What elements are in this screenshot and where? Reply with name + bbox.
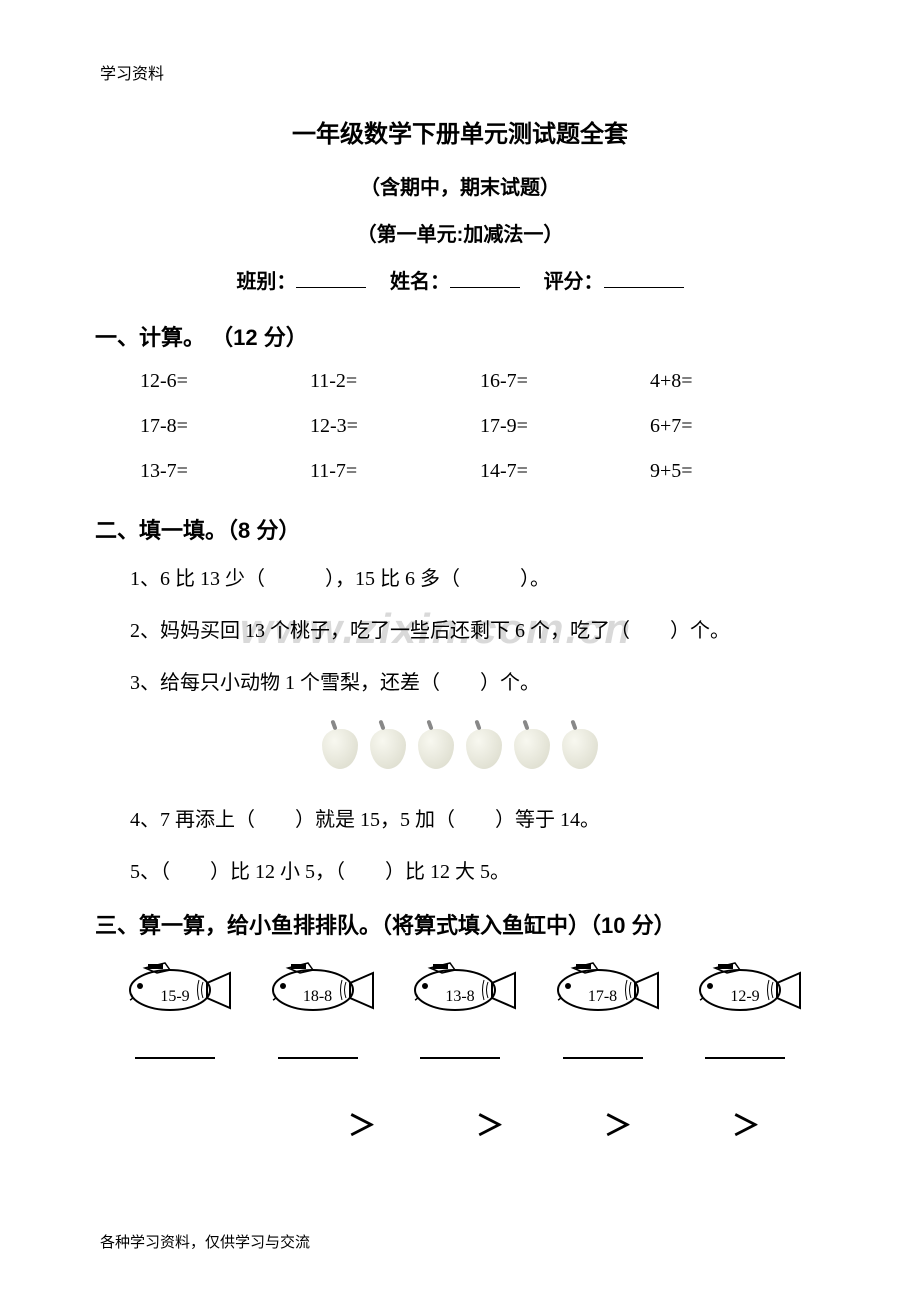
name-label: 姓名： xyxy=(390,271,450,293)
answer-blank xyxy=(135,1057,215,1059)
calc-cell: 11-7= xyxy=(310,460,480,483)
fill-q3: 3、给每只小动物 1 个雪梨，还差（ ）个。 xyxy=(100,667,820,699)
calc-cell: 17-8= xyxy=(140,415,310,438)
calc-cell: 16-7= xyxy=(480,370,650,393)
fish-label: 12-9 xyxy=(680,988,810,1006)
calc-cell: 12-3= xyxy=(310,415,480,438)
score-blank xyxy=(604,287,684,288)
subtitle-1: （含期中，期末试题） xyxy=(100,171,820,200)
section3-heading: 三、算一算，给小鱼排排队。（将算式填入鱼缸中）（10 分） xyxy=(95,908,820,940)
calc-grid: 12-6= 11-2= 16-7= 4+8= 17-8= 12-3= 17-9=… xyxy=(100,370,820,483)
fish-row: 15-9 18-8 xyxy=(100,958,820,1064)
pear-row xyxy=(100,724,820,774)
fill-q5: 5、（ ）比 12 小 5，（ ）比 12 大 5。 xyxy=(100,856,820,888)
gt-symbol: ＞ xyxy=(348,1104,376,1144)
fish-item: 13-8 xyxy=(395,958,525,1064)
class-label: 班别： xyxy=(236,271,296,293)
header-note: 学习资料 xyxy=(100,60,820,84)
pear-icon xyxy=(512,724,552,769)
footer-note: 各种学习资料，仅供学习与交流 xyxy=(100,1231,310,1252)
answer-blank xyxy=(705,1057,785,1059)
fish-item: 12-9 xyxy=(680,958,810,1064)
section1-heading: 一、计算。 （12 分） xyxy=(95,320,820,352)
gt-symbol: ＞ xyxy=(476,1104,504,1144)
calc-cell: 13-7= xyxy=(140,460,310,483)
fish-label: 18-8 xyxy=(253,988,383,1006)
fish-item: 18-8 xyxy=(253,958,383,1064)
calc-cell: 4+8= xyxy=(650,370,820,393)
fill-q4: 4、7 再添上（ ）就是 15，5 加（ ）等于 14。 xyxy=(100,804,820,836)
calc-cell: 17-9= xyxy=(480,415,650,438)
subtitle-2: （第一单元:加减法一） xyxy=(100,218,820,247)
answer-blank xyxy=(563,1057,643,1059)
fish-item: 15-9 xyxy=(110,958,240,1064)
fish-label: 13-8 xyxy=(395,988,525,1006)
fish-item: 17-8 xyxy=(538,958,668,1064)
answer-blank xyxy=(278,1057,358,1059)
calc-cell: 12-6= xyxy=(140,370,310,393)
score-label: 评分： xyxy=(544,271,604,293)
pear-icon xyxy=(416,724,456,769)
fill-q1: 1、6 比 13 少（ ），15 比 6 多（ ）。 xyxy=(100,563,820,595)
fish-label: 15-9 xyxy=(110,988,240,1006)
answer-blank xyxy=(420,1057,500,1059)
calc-cell: 14-7= xyxy=(480,460,650,483)
pear-icon xyxy=(464,724,504,769)
fill-q2: 2、妈妈买回 13 个桃子，吃了一些后还剩下 6 个，吃了（ ）个。 xyxy=(100,615,820,647)
calc-cell: 6+7= xyxy=(650,415,820,438)
class-blank xyxy=(296,287,366,288)
gt-symbol: ＞ xyxy=(604,1104,632,1144)
section2-heading: 二、填一填。（8 分） xyxy=(95,513,820,545)
name-blank xyxy=(450,287,520,288)
calc-cell: 9+5= xyxy=(650,460,820,483)
calc-cell: 11-2= xyxy=(310,370,480,393)
gt-row: ＞ ＞ ＞ ＞ xyxy=(100,1104,820,1144)
pear-icon xyxy=(320,724,360,769)
info-line: 班别： 姓名： 评分： xyxy=(100,265,820,294)
page-title: 一年级数学下册单元测试题全套 xyxy=(100,114,820,149)
fish-label: 17-8 xyxy=(538,988,668,1006)
gt-symbol: ＞ xyxy=(732,1104,760,1144)
pear-icon xyxy=(560,724,600,769)
pear-icon xyxy=(368,724,408,769)
